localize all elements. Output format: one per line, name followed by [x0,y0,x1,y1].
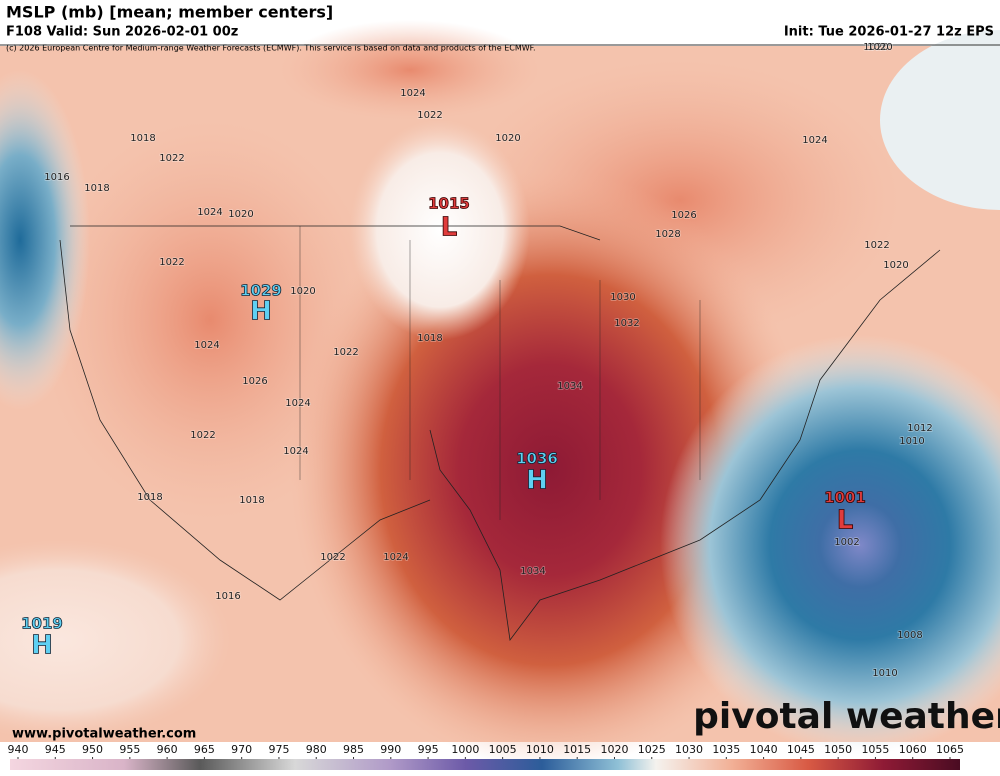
colorbar-tick-label: 1015 [563,743,591,756]
center-value: 1029 [240,282,282,300]
isobar-label: 1020 [290,286,315,297]
isobar-label: 1002 [834,537,859,548]
isobar-label: 1022 [190,430,215,441]
site-url: www.pivotalweather.com [12,727,196,742]
isobar-label: 1026 [242,376,267,387]
center-letter: L [441,213,458,243]
colorbar-tick-label: 1045 [787,743,815,756]
colorbar-tick-label: 1010 [526,743,554,756]
colorbar-tick-label: 1025 [638,743,666,756]
isobar-label: 1018 [417,333,442,344]
colorbar-tick-label: 985 [343,743,364,756]
pressure-field [350,120,530,340]
isobar-label: 1026 [671,210,696,221]
isobar-label: 1008 [897,630,922,641]
colorbar-tick-label: 950 [82,743,103,756]
center-value: 1015 [428,195,470,213]
isobar-label: 1034 [557,381,582,392]
isobar-label: 1018 [137,492,162,503]
colorbar-tick-label: 975 [268,743,289,756]
colorbar-tick-label: 1000 [451,743,479,756]
center-letter: H [526,466,548,496]
isobar-label: 1016 [215,591,240,602]
isobar-label: 1018 [130,133,155,144]
isobar-label: 1022 [159,153,184,164]
valid-time: F108 Valid: Sun 2026-02-01 00z [6,25,238,40]
colorbar-tick-label: 940 [8,743,29,756]
isobar-label: 1020 [495,133,520,144]
colorbar-tick-label: 1050 [824,743,852,756]
colorbar-tick-label: 990 [380,743,401,756]
colorbar-tick-label: 1030 [675,743,703,756]
colorbar-tick-label: 995 [418,743,439,756]
colorbar-tick-label: 1040 [750,743,778,756]
isobar-label: 1018 [239,495,264,506]
colorbar [10,759,960,770]
credit: (c) 2026 European Centre for Medium-rang… [6,44,536,53]
center-letter: H [31,631,53,661]
colorbar-tick-label: 1035 [712,743,740,756]
isobar-label: 1022 [864,240,889,251]
isobar-label: 1010 [899,436,924,447]
pressure-field [0,70,90,410]
isobar-label: 1024 [283,446,308,457]
state-lines [299,226,701,520]
coastline [59,239,431,601]
colorbar-tick-label: 1055 [861,743,889,756]
colorbar-tick-label: 970 [231,743,252,756]
pressure-field [880,30,1000,210]
isobar-label: 1020 [867,42,892,53]
colorbar-tick-label: 980 [306,743,327,756]
isobar-label: 1022 [320,552,345,563]
isobar-label: 1020 [228,209,253,220]
isobar-label: 1022 [417,110,442,121]
title: MSLP (mb) [mean; member centers] [6,3,333,22]
isobar-label: 1034 [520,566,545,577]
pressure-field [280,20,540,120]
isobar-label: 1024 [285,398,310,409]
isobar-label: 1022 [159,257,184,268]
colorbar-tick-label: 955 [119,743,140,756]
isobar-label: 1028 [655,229,680,240]
borders [59,225,941,642]
center-value: 1001 [824,489,866,507]
isobar-label: 1024 [197,207,222,218]
isobar-label: 1024 [194,340,219,351]
isobar-label: 1032 [614,318,639,329]
center-letter: H [250,297,272,327]
isobar-label: 1018 [84,183,109,194]
pressure-field [0,540,230,740]
colorbar-tick-label: 965 [194,743,215,756]
coastline [429,249,941,642]
colorbar-tick-label: 1020 [600,743,628,756]
isobar-label: 1020 [863,42,888,53]
isobar-label: 1024 [400,88,425,99]
isobar-label: 1010 [872,668,897,679]
colorbar-tick-label: 1065 [936,743,964,756]
isobar-label: 1030 [610,292,635,303]
colorbar-tick-label: 1005 [489,743,517,756]
center-letter: L [837,506,854,536]
colorbar-tick-label: 960 [157,743,178,756]
isobar-label: 1016 [44,172,69,183]
center-value: 1019 [21,615,63,633]
colorbar-tick-label: 945 [45,743,66,756]
isobar-label: 1022 [333,347,358,358]
pressure-field [660,335,1000,755]
center-value: 1036 [516,450,558,468]
isobar-label: 1024 [383,552,408,563]
isobar-label: 1012 [907,423,932,434]
isobar-label: 1020 [883,260,908,271]
colorbar-tick-label: 1060 [899,743,927,756]
border [70,225,601,241]
isobar-label: 1024 [802,135,827,146]
init-time: Init: Tue 2026-01-27 12z EPS [784,25,994,40]
brand: pivotal weather [693,696,1000,737]
